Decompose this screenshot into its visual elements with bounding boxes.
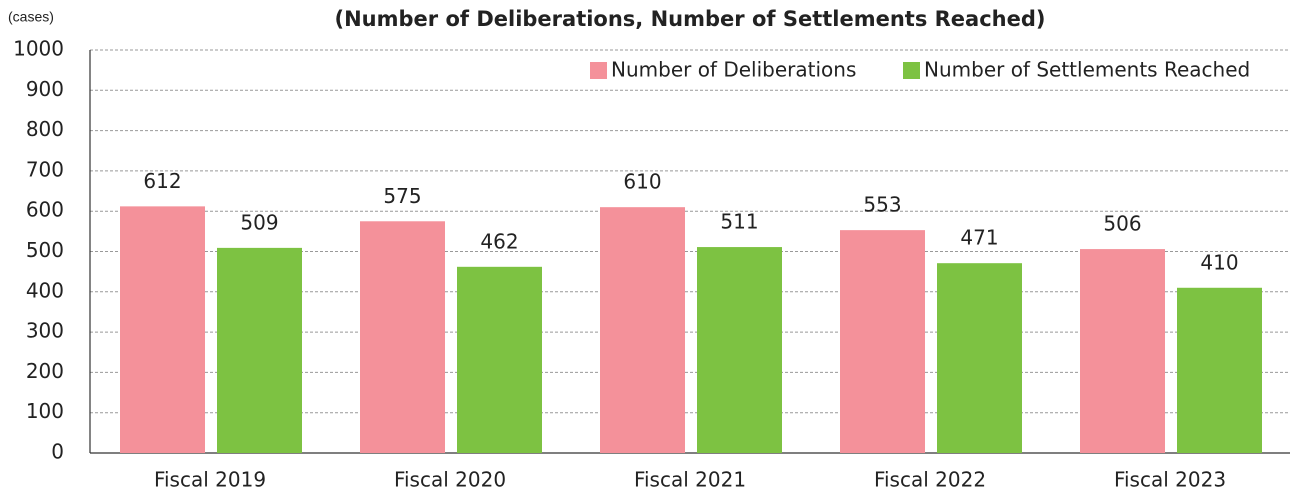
data-label: 610 xyxy=(623,170,661,194)
bar xyxy=(120,206,205,453)
bar xyxy=(457,266,542,453)
data-label: 553 xyxy=(863,193,901,217)
y-tick-label: 400 xyxy=(26,278,64,302)
data-label: 612 xyxy=(143,169,181,193)
data-label: 506 xyxy=(1103,212,1141,236)
bar xyxy=(600,207,685,453)
data-label: 509 xyxy=(240,210,278,234)
y-tick-label: 800 xyxy=(26,117,64,141)
bar xyxy=(217,247,302,453)
x-tick-label: Fiscal 2019 xyxy=(154,468,266,492)
y-tick-label: 500 xyxy=(26,238,64,262)
y-tick-label: 200 xyxy=(26,359,64,383)
legend-label: Number of Settlements Reached xyxy=(924,58,1250,82)
y-tick-label: 300 xyxy=(26,319,64,343)
bar xyxy=(1177,287,1262,453)
x-tick-label: Fiscal 2022 xyxy=(874,468,986,492)
y-tick-label: 1000 xyxy=(13,37,64,61)
y-axis-label: (cases) xyxy=(8,9,54,25)
y-tick-label: 900 xyxy=(26,77,64,101)
bar xyxy=(937,263,1022,453)
bar xyxy=(360,221,445,453)
data-label: 410 xyxy=(1200,250,1238,274)
data-label: 511 xyxy=(720,210,758,234)
y-tick-label: 700 xyxy=(26,157,64,181)
x-tick-label: Fiscal 2023 xyxy=(1114,468,1226,492)
y-tick-label: 0 xyxy=(51,440,64,464)
bar xyxy=(840,230,925,453)
x-tick-label: Fiscal 2020 xyxy=(394,468,506,492)
legend-label: Number of Deliberations xyxy=(611,58,856,82)
bar xyxy=(697,247,782,453)
y-tick-label: 600 xyxy=(26,198,64,222)
data-label: 575 xyxy=(383,184,421,208)
data-label: 471 xyxy=(960,226,998,250)
y-tick-label: 100 xyxy=(26,399,64,423)
chart-title: (Number of Deliberations, Number of Sett… xyxy=(335,7,1046,31)
data-label: 462 xyxy=(480,229,518,253)
legend-swatch xyxy=(590,62,607,79)
legend-swatch xyxy=(903,62,920,79)
x-tick-label: Fiscal 2021 xyxy=(634,468,746,492)
bar xyxy=(1080,249,1165,453)
